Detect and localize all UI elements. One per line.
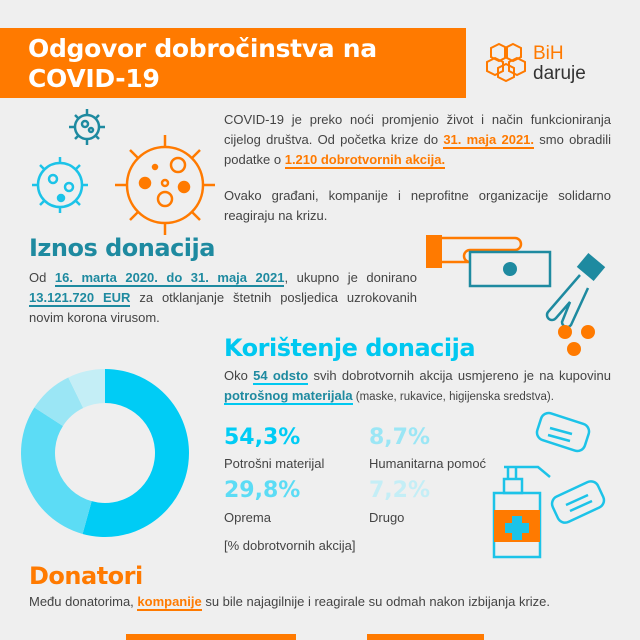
logo: BiH daruje <box>533 43 586 84</box>
title-banner <box>0 28 466 98</box>
logo-icon <box>485 42 529 87</box>
virus-teal-icon <box>69 109 105 145</box>
actions-count-highlight: 1.210 dobrotvornih akcija. <box>284 152 446 169</box>
koristenje-heading: Korištenje donacija <box>224 334 476 362</box>
label-potrosni: Potrošni materijal <box>224 456 325 471</box>
label-oprema: Oprema <box>224 510 271 525</box>
coin-icon <box>558 325 572 339</box>
value-potrosni: 54,3% <box>224 425 301 450</box>
bar-block-right <box>367 634 484 640</box>
donatori-heading: Donatori <box>29 562 143 590</box>
iznos-paragraph: Od 16. marta 2020. do 31. maja 2021, uku… <box>29 270 417 325</box>
koristenje-paragraph: Oko 54 odsto svih dobrotvornih akcija us… <box>224 368 611 405</box>
donut-slice-humanitarna-pomoć <box>34 377 84 426</box>
virus-cyan-icon <box>32 157 88 213</box>
donut-slice-oprema <box>21 407 92 534</box>
value-humanitarna: 8,7% <box>369 425 431 450</box>
iznos-heading: Iznos donacija <box>29 234 215 262</box>
intro-paragraph-1: COVID-19 je preko noći promjenio život i… <box>224 112 611 169</box>
hand-cuff-icon <box>426 235 442 268</box>
total-amount: 13.121.720 EUR <box>29 290 131 307</box>
donut-chart <box>21 369 189 537</box>
unit-note: [% dobrotvornih akcija] <box>224 538 356 553</box>
label-humanitarna: Humanitarna pomoć <box>369 456 487 471</box>
banknote-icon <box>468 250 552 288</box>
donut-slice-drugo <box>68 369 105 409</box>
value-drugo: 7,2% <box>369 478 431 503</box>
hygiene-illustration <box>492 411 606 559</box>
virus-illustration <box>32 109 215 235</box>
donation-hand-illustration <box>426 235 606 356</box>
cross-icon <box>505 516 529 540</box>
donatori-paragraph: Među donatorima, kompanije su bile najag… <box>29 594 551 611</box>
page-title: Odgovor dobročinstva na COVID-19 <box>28 34 377 93</box>
label-drugo: Drugo <box>369 510 405 525</box>
value-oprema: 29,8% <box>224 478 301 503</box>
date-highlight: 31. maja 2021. <box>443 132 535 149</box>
donut-slice-potrošni-materijal <box>82 369 189 537</box>
intro-paragraph-2: Ovako građani, kompanije i neprofitne or… <box>224 188 611 223</box>
bar-block-left <box>126 634 296 640</box>
virus-orange-icon <box>115 135 215 235</box>
mask-icon <box>535 411 606 524</box>
